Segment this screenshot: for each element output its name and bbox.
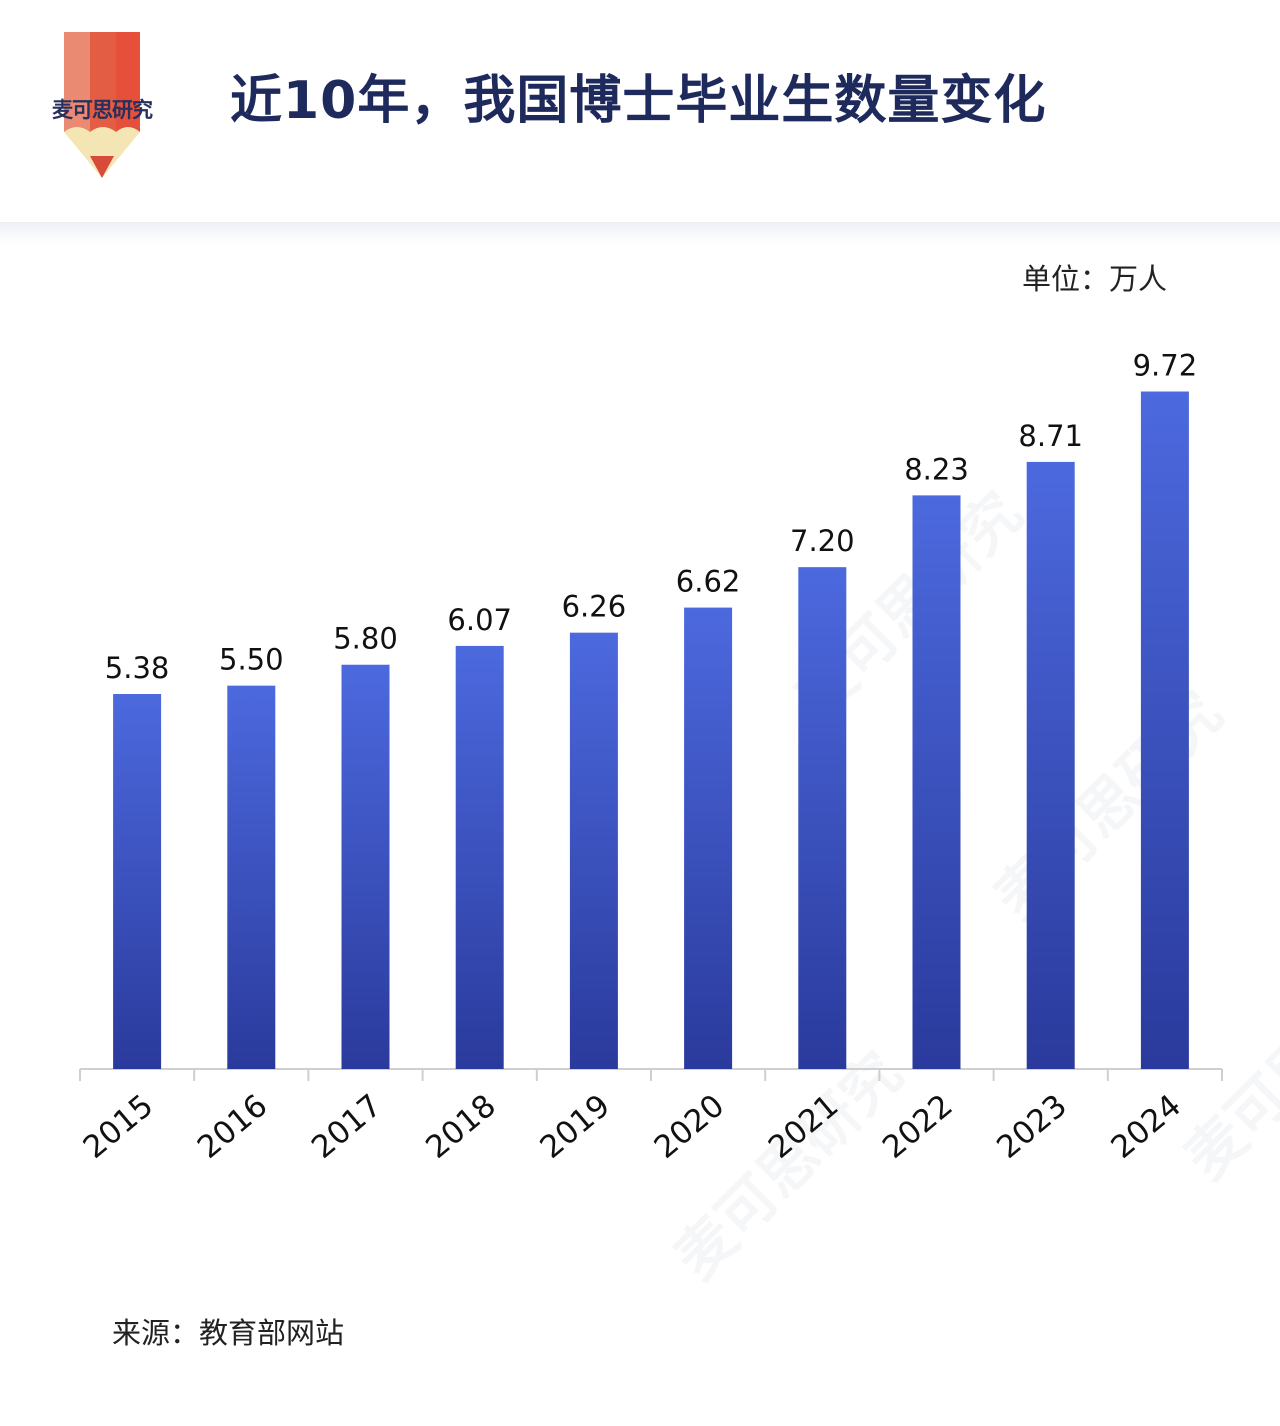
pencil-logo-icon xyxy=(64,32,140,178)
x-tick-label: 2021 xyxy=(762,1088,846,1166)
x-tick-label: 2020 xyxy=(648,1088,732,1166)
x-tick-label: 2016 xyxy=(191,1088,275,1166)
bar-2016 xyxy=(227,685,276,1069)
unit-label: 单位：万人 xyxy=(1021,262,1167,296)
data-label: 6.26 xyxy=(562,590,627,624)
x-tick-label: 2024 xyxy=(1104,1088,1188,1166)
brand-name: 麦可思研究 xyxy=(52,98,153,122)
data-label: 8.71 xyxy=(1018,419,1083,453)
bar-2017 xyxy=(341,664,390,1069)
x-tick-label: 2015 xyxy=(77,1088,161,1166)
source-label: 来源：教育部网站 xyxy=(112,1316,345,1350)
data-label: 5.38 xyxy=(105,651,170,685)
bar-2022 xyxy=(912,495,961,1069)
brand-logo: 麦可思研究 xyxy=(40,32,164,182)
bar-2015 xyxy=(113,694,162,1069)
header: 麦可思研究 近10年，我国博士毕业生数量变化 xyxy=(0,0,1280,222)
bar-2023 xyxy=(1026,461,1075,1070)
data-label: 8.23 xyxy=(904,452,969,486)
data-label: 5.80 xyxy=(333,622,398,656)
bar-2018 xyxy=(455,645,504,1069)
bar-2019 xyxy=(569,632,618,1069)
data-label: 7.20 xyxy=(790,524,855,558)
data-label: 6.07 xyxy=(447,603,512,637)
x-tick-label: 2022 xyxy=(876,1088,960,1166)
data-label: 9.72 xyxy=(1133,349,1198,383)
header-divider xyxy=(0,222,1280,244)
bar-2024 xyxy=(1140,391,1189,1069)
page-title: 近10年，我国博士毕业生数量变化 xyxy=(230,71,1047,131)
x-tick-label: 2017 xyxy=(305,1088,389,1166)
x-tick-label: 2023 xyxy=(990,1088,1074,1166)
data-label: 5.50 xyxy=(219,643,284,677)
bar-2021 xyxy=(798,567,847,1069)
bar-2020 xyxy=(684,607,733,1069)
x-tick-label: 2019 xyxy=(533,1088,617,1166)
data-label: 6.62 xyxy=(676,565,741,599)
x-tick-label: 2018 xyxy=(419,1088,503,1166)
